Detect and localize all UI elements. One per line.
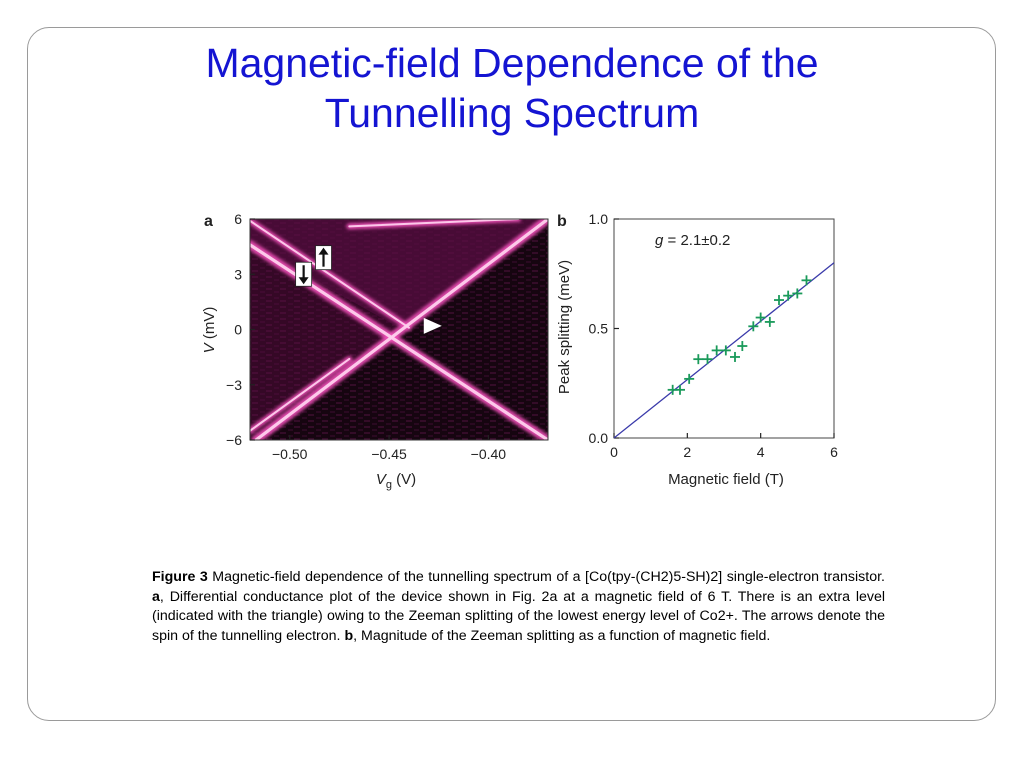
panel-a-xlabel-sub: g: [386, 479, 392, 491]
panel-b-xlabel: Magnetic field (T): [668, 471, 784, 488]
panel-a-xlabel-unit: (V): [392, 471, 416, 488]
data-point: [801, 275, 812, 286]
g-factor-symbol: g: [655, 232, 664, 249]
data-point: [783, 290, 794, 301]
data-point: [693, 354, 704, 365]
data-point: [764, 316, 775, 327]
panel-a-xtick-label: −0.40: [471, 446, 507, 462]
data-point: [675, 384, 685, 395]
panel-a-xtick-label: −0.45: [371, 446, 407, 462]
panel-b: b 0 2 4 6 0.0 0.5 1.0 g = 2.1±0.2 Magnetic fie…: [556, 211, 838, 488]
title-line-1: Magnetic-field Dependence of the: [205, 40, 819, 86]
panel-b-ytick-label: 0.0: [589, 430, 609, 446]
heatmap-line-diamond-edge-rising: [254, 219, 548, 440]
slide-title: Magnetic-field Dependence of the Tunnell…: [0, 38, 1024, 138]
spin-down-arrow-icon-head: [298, 277, 309, 285]
heatmap-line-excited-level: [250, 219, 410, 329]
data-point: [748, 321, 759, 332]
data-point: [730, 351, 740, 362]
panel-b-frame: [613, 218, 835, 439]
panel-a-ylabel-main: V: [201, 341, 218, 353]
g-factor-annotation: g = 2.1±0.2: [655, 232, 730, 249]
panel-a-axes: −0.50 −0.45 −0.40 6 3 0 −3 −6: [226, 211, 549, 462]
triangle-marker: [423, 317, 442, 334]
panel-b-xtick-label: 4: [757, 444, 765, 460]
panel-label-a: a: [204, 213, 213, 230]
figure-caption: Figure 3 Magnetic-field dependence of th…: [152, 568, 885, 646]
data-point: [755, 312, 766, 323]
data-point: [774, 295, 784, 306]
data-point: [684, 373, 695, 384]
caption-label-a: a: [152, 588, 160, 605]
panel-a-ytick-label: 6: [234, 211, 242, 227]
panel-b-axes: 0 2 4 6 0.0 0.5 1.0: [589, 211, 839, 460]
data-point: [720, 345, 731, 356]
caption-label-b: b: [344, 627, 354, 644]
panel-a-xlabel-main: V: [376, 471, 388, 488]
heatmap-line-lower-branch: [250, 357, 351, 432]
panel-a-annotations: [295, 245, 442, 334]
caption-figure-label: Figure 3: [152, 569, 208, 585]
data-point: [737, 341, 748, 352]
data-point: [792, 288, 803, 299]
caption-text-3: , Magnitude of the Zeeman splitting as a…: [353, 627, 771, 644]
panel-a-ylabel: V (mV): [201, 307, 218, 354]
data-point: [711, 345, 722, 356]
panel-b-ytick-label: 0.5: [589, 321, 609, 337]
title-line-2: Tunnelling Spectrum: [324, 90, 700, 136]
panel-b-xtick-label: 6: [830, 444, 838, 460]
panel-a-ytick-label: −3: [226, 377, 242, 393]
panel-a-ytick-label: −6: [226, 432, 242, 448]
panel-b-xtick-label: 2: [683, 444, 691, 460]
heatmap-band-left: [250, 244, 399, 440]
caption-text-1: Magnetic-field dependence of the tunnell…: [207, 569, 885, 585]
heatmap-area: [250, 219, 548, 440]
panel-label-b: b: [557, 213, 567, 230]
panel-a-ytick-label: 0: [234, 322, 242, 338]
panel-a-xtick-label: −0.50: [272, 446, 308, 462]
caption-text-2: , Differential conductance plot of the d…: [152, 588, 885, 644]
panel-b-xtick-label: 0: [610, 444, 618, 460]
panel-a-ylabel-unit: (mV): [201, 307, 218, 344]
g-factor-value: = 2.1±0.2: [663, 232, 730, 249]
panel-a: a −0.50 −0.45 −0.40 6 3 0 −3 −6 Vg (V) V (mV): [201, 211, 549, 491]
spin-up-arrow-icon-head: [318, 247, 329, 255]
panel-b-marks: [613, 262, 835, 439]
panel-b-ytick-label: 1.0: [589, 211, 609, 227]
panel-a-ytick-label: 3: [234, 266, 242, 282]
panel-a-xlabel: Vg (V): [376, 471, 416, 491]
data-point: [702, 354, 713, 365]
panel-b-ylabel: Peak splitting (meV): [556, 260, 573, 394]
heatmap-line-upper-branch: [348, 219, 520, 228]
